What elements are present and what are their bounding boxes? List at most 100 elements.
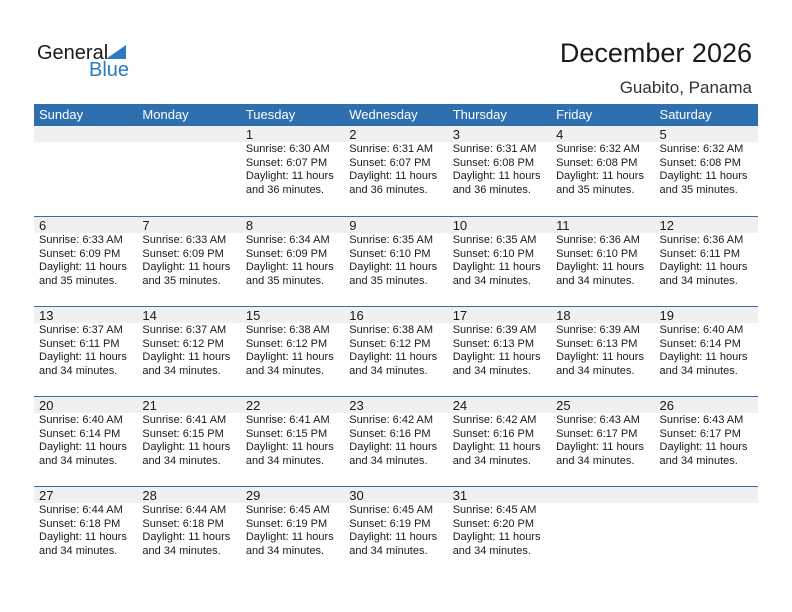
day-info: Sunrise: 6:37 AM Sunset: 6:12 PM Daylight:… (142, 324, 240, 378)
day-number: 7 (142, 218, 150, 233)
day-daylight1: Daylight: 11 hours (556, 351, 644, 364)
day-sunrise: Sunrise: 6:45 AM (349, 504, 434, 516)
day-cell: 12 Sunrise: 6:36 AM Sunset: 6:11 PM Dayligh… (655, 217, 758, 288)
day-daylight2: and 34 minutes. (452, 544, 531, 557)
day-sunrise: Sunrise: 6:45 AM (452, 504, 537, 516)
day-cell: 10 Sunrise: 6:35 AM Sunset: 6:10 PM Dayligh… (448, 217, 551, 288)
day-info: Sunrise: 6:41 AM Sunset: 6:15 PM Daylight:… (246, 414, 344, 468)
day-sunrise: Sunrise: 6:43 AM (659, 414, 744, 426)
week-row: 6 Sunrise: 6:33 AM Sunset: 6:09 PM Daylight… (34, 216, 758, 306)
day-daylight2: and 36 minutes. (245, 183, 325, 196)
day-daylight1: Daylight: 11 hours (452, 351, 541, 364)
day-cell: 29 Sunrise: 6:45 AM Sunset: 6:19 PM Dayligh… (241, 487, 344, 558)
date-band (34, 307, 758, 323)
date-band (34, 126, 758, 142)
day-sunset: Sunset: 6:08 PM (452, 156, 535, 169)
day-sunset: Sunset: 6:11 PM (39, 337, 120, 350)
day-daylight2: and 35 minutes. (245, 274, 325, 287)
day-cell: 21 Sunrise: 6:41 AM Sunset: 6:15 PM Dayligh… (137, 397, 240, 468)
day-sunset: Sunset: 6:14 PM (39, 427, 121, 440)
day-sunrise: Sunrise: 6:31 AM (452, 143, 537, 155)
day-daylight2: and 34 minutes. (39, 364, 118, 377)
day-sunrise: Sunrise: 6:35 AM (452, 234, 537, 246)
logo-text-general: General (37, 42, 109, 64)
day-sunrise: Sunrise: 6:33 AM (142, 234, 227, 246)
day-sunset: Sunset: 6:12 PM (142, 337, 224, 350)
day-cell: 6 Sunrise: 6:33 AM Sunset: 6:09 PM Daylight… (34, 217, 137, 288)
day-sunrise: Sunrise: 6:42 AM (452, 414, 537, 426)
day-cell: 25 Sunrise: 6:43 AM Sunset: 6:17 PM Dayligh… (551, 397, 654, 468)
day-info: Sunrise: 6:44 AM Sunset: 6:18 PM Daylight:… (39, 504, 137, 558)
day-daylight1: Daylight: 11 hours (659, 351, 748, 364)
day-sunrise: Sunrise: 6:38 AM (349, 324, 434, 336)
day-daylight1: Daylight: 11 hours (245, 351, 334, 364)
day-sunrise: Sunrise: 6:32 AM (659, 143, 744, 155)
day-number: 21 (142, 398, 157, 413)
day-info: Sunrise: 6:32 AM Sunset: 6:08 PM Daylight:… (556, 143, 654, 197)
day-sunset: Sunset: 6:18 PM (142, 517, 224, 530)
day-sunrise: Sunrise: 6:37 AM (39, 324, 123, 336)
day-info: Sunrise: 6:40 AM Sunset: 6:14 PM Daylight:… (39, 414, 137, 468)
day-sunrise: Sunrise: 6:37 AM (142, 324, 227, 336)
day-sunset: Sunset: 6:12 PM (245, 337, 328, 350)
day-info: Sunrise: 6:37 AM Sunset: 6:11 PM Daylight:… (39, 324, 137, 378)
day-number: 27 (39, 488, 54, 503)
day-number: 29 (245, 488, 261, 503)
day-cell: 4 Sunrise: 6:32 AM Sunset: 6:08 PM Daylight… (551, 126, 654, 197)
day-sunrise: Sunrise: 6:36 AM (659, 234, 744, 246)
day-sunrise: Sunrise: 6:42 AM (349, 414, 434, 426)
day-number: 30 (349, 488, 364, 503)
day-cell: 7 Sunrise: 6:33 AM Sunset: 6:09 PM Daylight… (137, 217, 240, 288)
day-sunset: Sunset: 6:11 PM (659, 247, 741, 260)
date-band (34, 217, 758, 233)
day-cell: 19 Sunrise: 6:40 AM Sunset: 6:14 PM Dayligh… (655, 307, 758, 378)
day-cell: 27 Sunrise: 6:44 AM Sunset: 6:18 PM Dayligh… (34, 487, 137, 558)
day-info: Sunrise: 6:30 AM Sunset: 6:07 PM Daylight:… (246, 143, 344, 197)
day-daylight1: Daylight: 11 hours (39, 531, 127, 544)
day-daylight2: and 34 minutes. (349, 544, 428, 557)
day-daylight2: and 34 minutes. (659, 454, 738, 467)
day-daylight2: and 35 minutes. (349, 274, 428, 287)
day-sunrise: Sunrise: 6:30 AM (245, 143, 330, 155)
day-number: 31 (452, 488, 468, 503)
day-cell: 23 Sunrise: 6:42 AM Sunset: 6:16 PM Dayligh… (344, 397, 447, 468)
week-cells: 1 Sunrise: 6:30 AM Sunset: 6:07 PM Daylight… (34, 126, 758, 197)
day-info: Sunrise: 6:43 AM Sunset: 6:17 PM Daylight:… (660, 414, 758, 468)
day-daylight2: and 34 minutes. (245, 544, 325, 557)
day-info: Sunrise: 6:33 AM Sunset: 6:09 PM Daylight:… (39, 234, 137, 288)
day-daylight2: and 35 minutes. (39, 274, 118, 287)
day-sunrise: Sunrise: 6:32 AM (556, 143, 640, 155)
day-cell: 16 Sunrise: 6:38 AM Sunset: 6:12 PM Dayligh… (344, 307, 447, 378)
day-number: 18 (556, 308, 571, 323)
day-number: 2 (349, 127, 357, 142)
day-sunrise: Sunrise: 6:36 AM (556, 234, 640, 246)
day-sunrise: Sunrise: 6:43 AM (556, 414, 640, 426)
weekday-label: Saturday (659, 107, 712, 122)
day-info: Sunrise: 6:41 AM Sunset: 6:15 PM Daylight:… (142, 414, 240, 468)
day-sunset: Sunset: 6:17 PM (659, 427, 741, 440)
day-cell: 24 Sunrise: 6:42 AM Sunset: 6:16 PM Dayligh… (448, 397, 551, 468)
day-daylight1: Daylight: 11 hours (349, 441, 438, 454)
day-sunset: Sunset: 6:18 PM (39, 517, 121, 530)
day-info: Sunrise: 6:40 AM Sunset: 6:14 PM Daylight:… (660, 324, 758, 378)
day-info: Sunrise: 6:35 AM Sunset: 6:10 PM Daylight:… (453, 234, 551, 288)
day-cell: 8 Sunrise: 6:34 AM Sunset: 6:09 PM Daylight… (241, 217, 344, 288)
day-sunset: Sunset: 6:09 PM (245, 247, 328, 260)
day-number: 8 (245, 218, 254, 233)
weekday-label: Wednesday (349, 107, 418, 122)
week-cells: 27 Sunrise: 6:44 AM Sunset: 6:18 PM Dayligh… (34, 487, 758, 558)
day-daylight2: and 34 minutes. (142, 364, 221, 377)
weekday-label: Sunday (39, 107, 84, 122)
day-sunset: Sunset: 6:17 PM (556, 427, 638, 440)
day-daylight2: and 35 minutes. (142, 274, 221, 287)
day-number: 9 (349, 218, 357, 233)
location-subtitle: Guabito, Panama (619, 78, 752, 97)
day-daylight1: Daylight: 11 hours (452, 531, 541, 544)
calendar-grid: Sunday Monday Tuesday Wednesday Thursday Frid… (34, 104, 758, 576)
day-sunrise: Sunrise: 6:45 AM (245, 504, 330, 516)
day-daylight1: Daylight: 11 hours (245, 441, 334, 454)
day-sunset: Sunset: 6:16 PM (349, 427, 431, 440)
day-info: Sunrise: 6:45 AM Sunset: 6:20 PM Daylight:… (453, 504, 551, 558)
day-daylight2: and 34 minutes. (556, 454, 635, 467)
